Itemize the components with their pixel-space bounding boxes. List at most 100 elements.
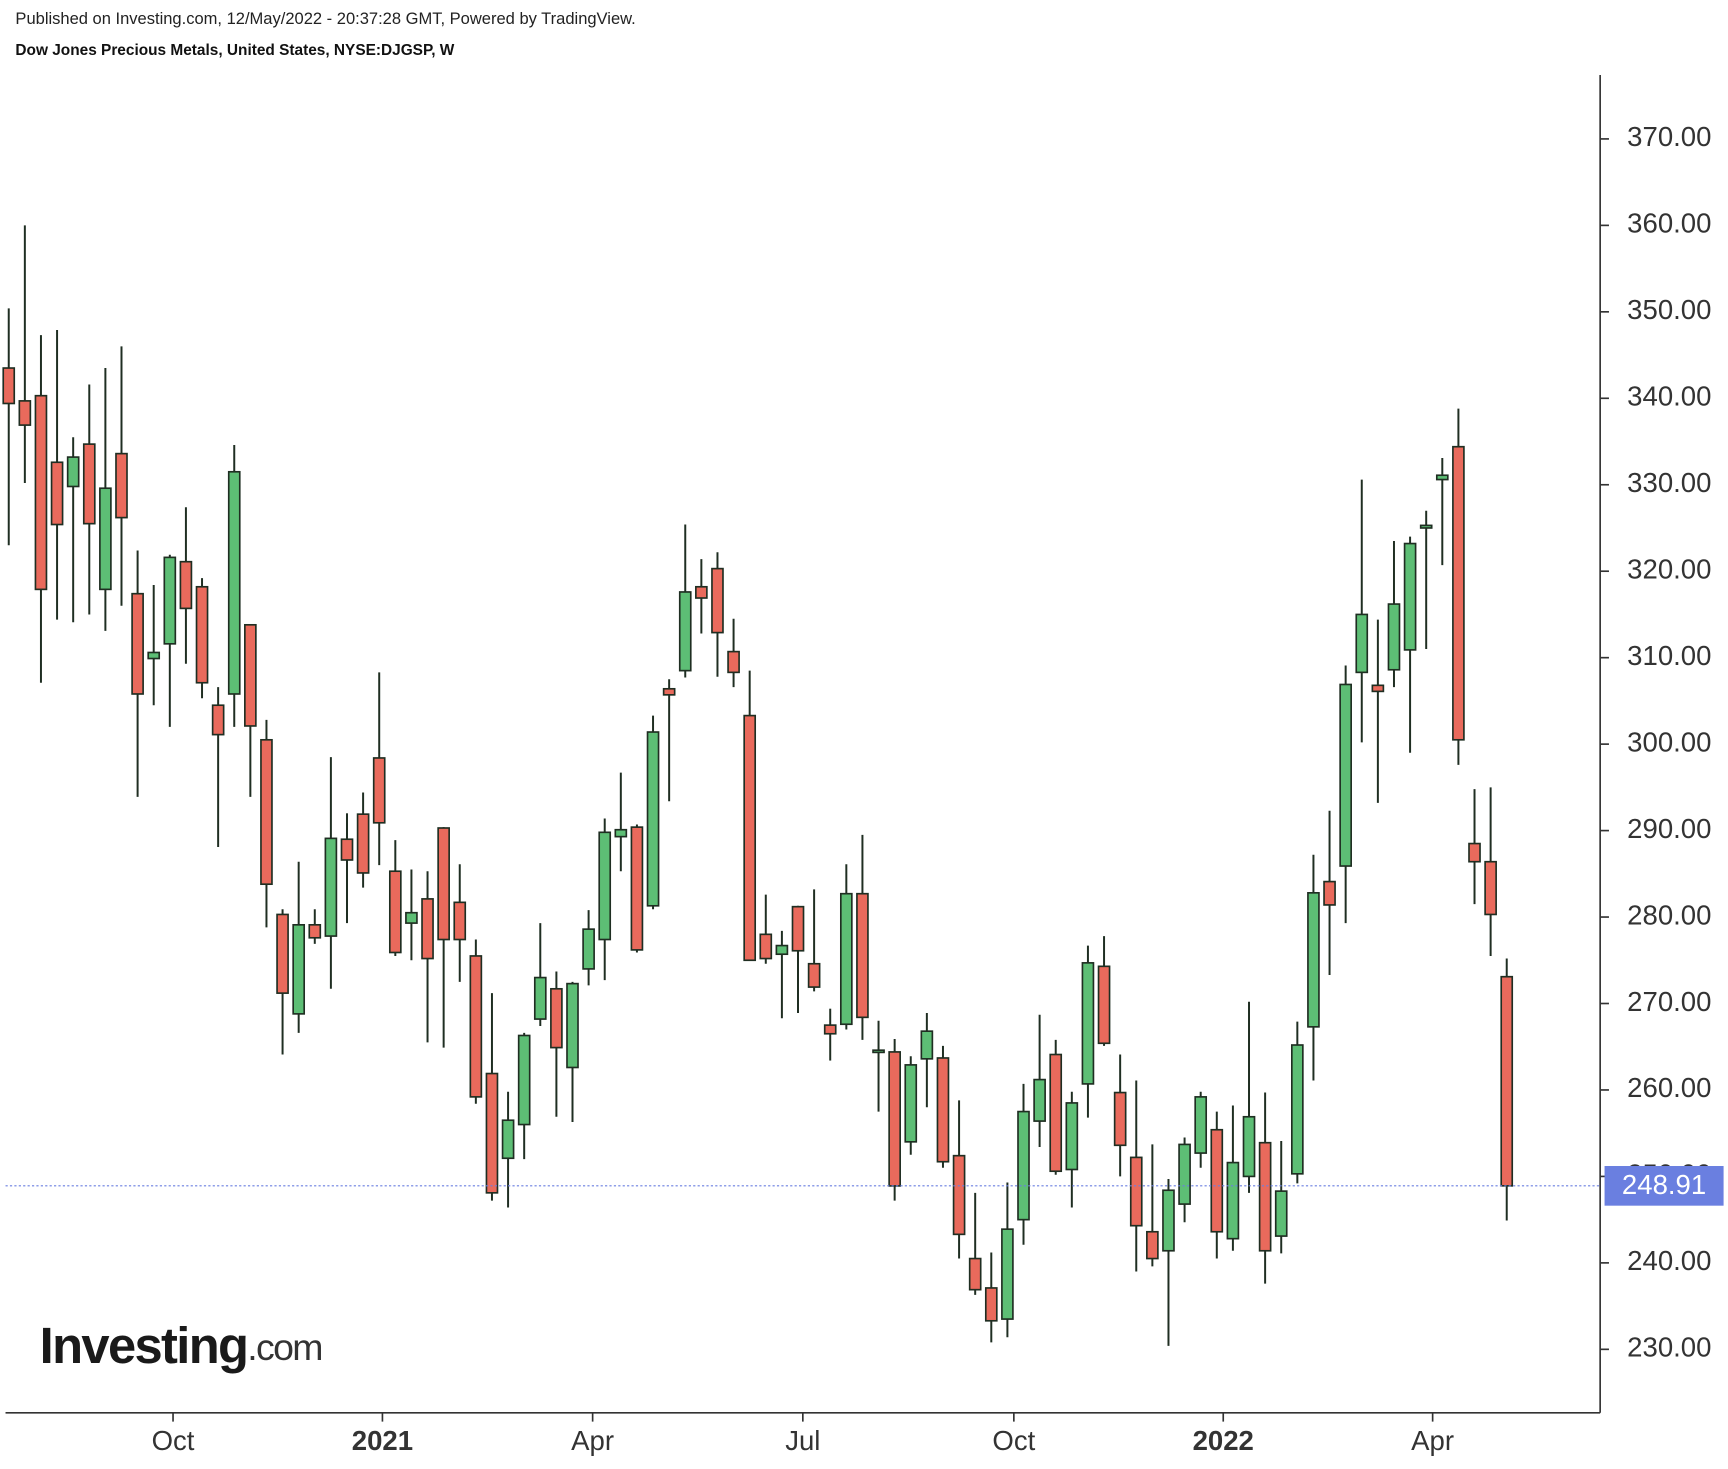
candle-body — [469, 955, 483, 1098]
last-price-label: 248.91 — [1622, 1169, 1706, 1200]
candle-body — [421, 898, 434, 960]
candle-body — [260, 738, 273, 886]
candle-body — [856, 892, 869, 1019]
source-line: Published on Investing.com, 12/May/2022 … — [15, 9, 635, 28]
y-tick-label: 230.00 — [1627, 1332, 1711, 1363]
brand: Investing — [40, 1317, 248, 1374]
last-price-box — [1604, 1166, 1724, 1206]
y-tick-label: 270.00 — [1627, 986, 1711, 1017]
candle-body — [276, 913, 289, 994]
candle-body — [179, 560, 193, 610]
candle-body — [839, 892, 853, 1026]
candle-body — [453, 901, 467, 941]
y-tick-label: 350.00 — [1627, 294, 1711, 325]
candle-body — [1435, 474, 1449, 481]
candle-body — [517, 1034, 531, 1126]
candle-body — [936, 1057, 950, 1163]
watermark-brand: Investing.com — [40, 1317, 322, 1374]
candle-body — [211, 704, 225, 736]
candle-body — [550, 987, 563, 1049]
candle-body — [1210, 1128, 1224, 1233]
candle-body — [485, 1072, 499, 1194]
candle-body — [1113, 1091, 1127, 1147]
candle-body — [1500, 975, 1514, 1187]
candle-body — [324, 837, 338, 937]
candle-body — [711, 567, 724, 634]
candle-body — [759, 933, 773, 960]
candle-body — [2, 367, 16, 405]
candle-body — [872, 1049, 885, 1054]
candle-body — [598, 831, 612, 941]
y-tick-label: 340.00 — [1627, 381, 1711, 412]
candle-body — [566, 982, 579, 1069]
y-tick-label: 330.00 — [1627, 467, 1711, 498]
y-tick-label: 310.00 — [1627, 640, 1711, 671]
x-tick-label: Apr — [571, 1425, 614, 1456]
y-tick-label: 280.00 — [1627, 899, 1711, 930]
candle-body — [18, 400, 32, 426]
candle-body — [630, 826, 644, 951]
candle-body — [147, 651, 161, 660]
candle-body — [775, 944, 789, 956]
candle-body — [1081, 962, 1095, 1085]
y-tick-label: 360.00 — [1627, 208, 1711, 239]
candle-body — [34, 394, 48, 591]
brand-suffix: .com — [247, 1326, 322, 1368]
candle-body — [388, 870, 402, 954]
candle-body — [1274, 1190, 1288, 1237]
candle-body — [1307, 892, 1320, 1028]
candle-body — [1146, 1230, 1159, 1260]
candle-body — [533, 976, 547, 1020]
candle-body — [99, 487, 112, 591]
candle-body — [807, 962, 821, 988]
y-tick-label: 370.00 — [1627, 121, 1711, 152]
candle-body — [984, 1287, 998, 1322]
candle-body — [1178, 1143, 1191, 1205]
candle-body — [244, 623, 257, 727]
candle-body — [131, 592, 144, 695]
x-tick-label: 2021 — [352, 1425, 413, 1456]
candle-body — [1065, 1102, 1079, 1171]
candle-body — [1371, 684, 1385, 693]
x-tick-label: 2022 — [1193, 1425, 1254, 1456]
candle-body — [662, 687, 676, 696]
x-tick-label: Jul — [785, 1425, 820, 1456]
candle-body — [1290, 1044, 1304, 1175]
candle-body — [115, 452, 128, 519]
x-tick-label: Oct — [152, 1425, 195, 1456]
candle-body — [952, 1154, 966, 1236]
candle-body — [308, 923, 322, 939]
y-tick-label: 240.00 — [1627, 1245, 1711, 1276]
x-tick-label: Oct — [992, 1425, 1035, 1456]
candle-body — [1001, 1228, 1014, 1320]
candle-body — [1468, 842, 1481, 863]
candle-body — [356, 813, 370, 874]
candle-body — [195, 585, 209, 684]
x-tick-label: Apr — [1411, 1425, 1454, 1456]
candle-body — [1258, 1141, 1272, 1252]
candle-body — [292, 923, 306, 1015]
candle-body — [1033, 1078, 1046, 1122]
candle-body — [437, 827, 450, 941]
candle-body — [1162, 1189, 1175, 1252]
candle-body — [501, 1119, 515, 1160]
y-tick-label: 320.00 — [1627, 553, 1711, 584]
candle-body — [1339, 683, 1352, 867]
candle-body — [66, 456, 80, 488]
candle-body — [1097, 965, 1111, 1045]
candle-body — [888, 1051, 901, 1187]
candle-body — [405, 911, 418, 924]
candle-body — [823, 1024, 837, 1035]
candle-body — [163, 556, 177, 645]
candle-body — [727, 650, 740, 674]
candle-body — [582, 928, 595, 970]
chart-title: Dow Jones Precious Metals, United States… — [15, 42, 454, 59]
candle-body — [340, 838, 354, 861]
candle-body — [227, 470, 241, 695]
candle-body — [695, 585, 708, 599]
candle-body — [1387, 603, 1401, 671]
candle-body — [614, 828, 628, 838]
candle-body — [904, 1064, 918, 1143]
candle-body — [1194, 1096, 1208, 1154]
